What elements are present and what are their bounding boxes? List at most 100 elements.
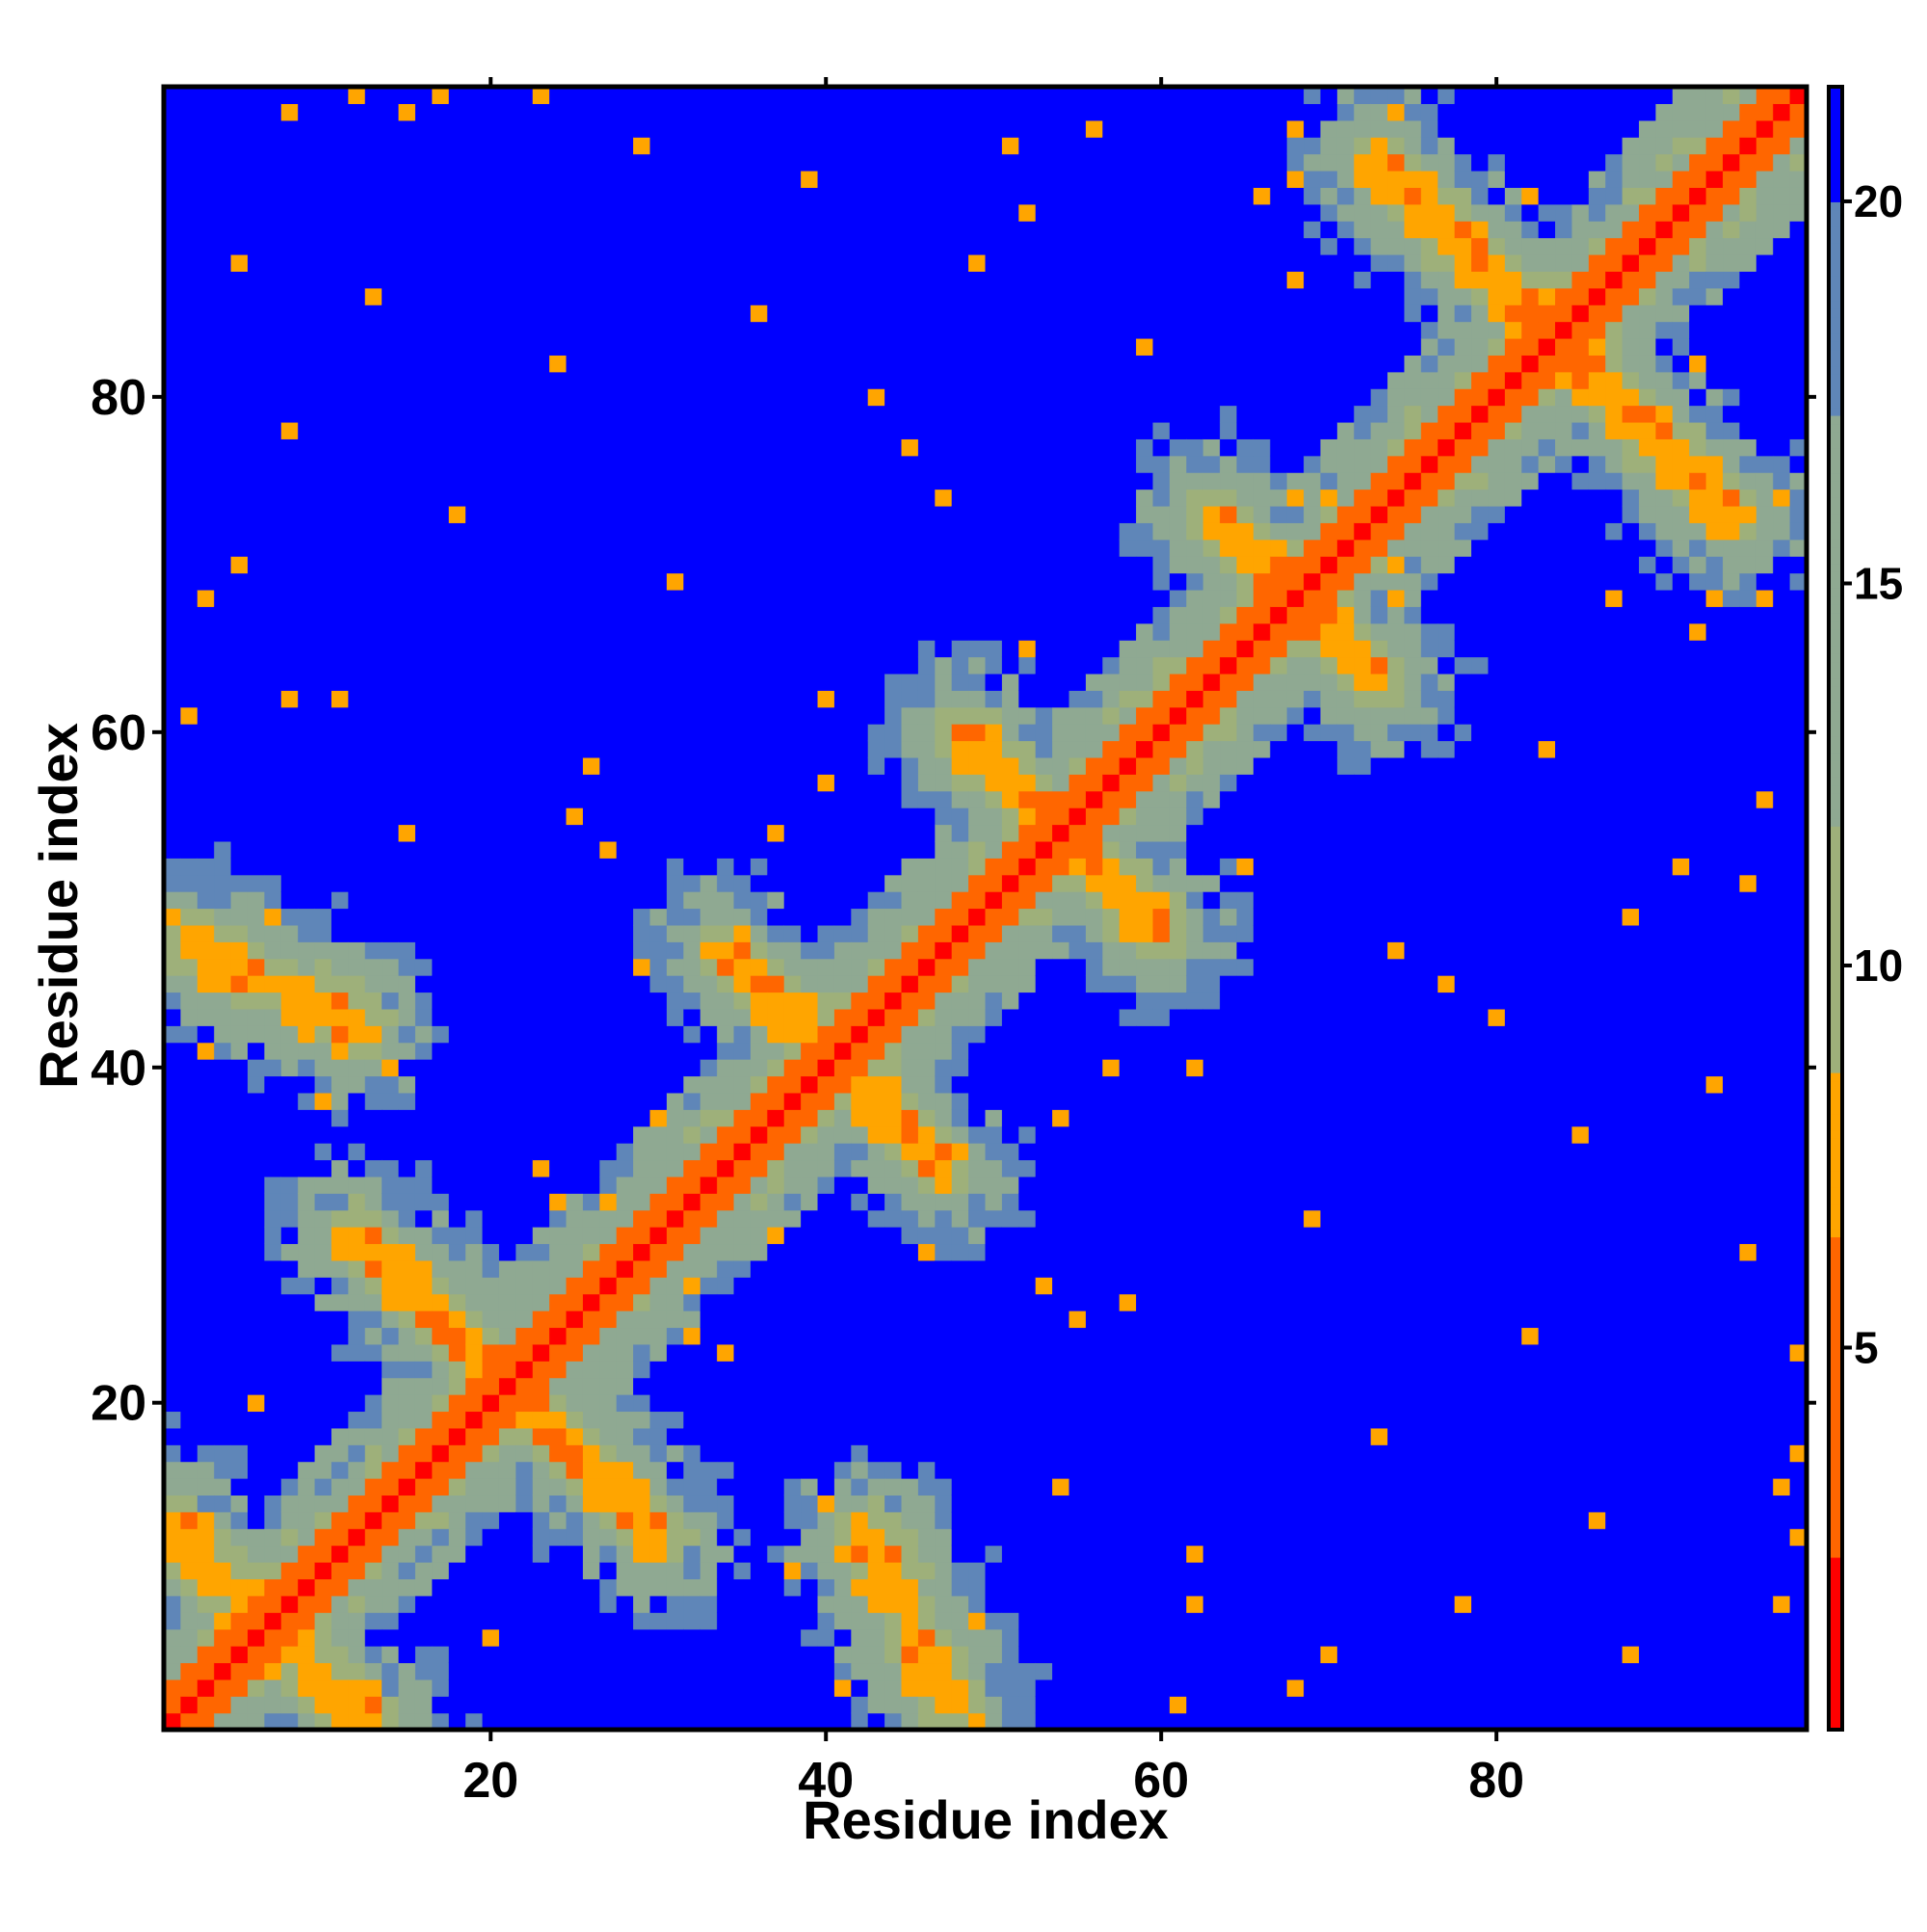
heatmap-cell — [382, 1646, 400, 1664]
heatmap-cell — [616, 690, 634, 708]
heatmap-cell — [985, 874, 1003, 892]
heatmap-cell — [482, 992, 500, 1010]
heatmap-cell — [448, 203, 466, 222]
heatmap-cell — [783, 371, 802, 389]
heatmap-cell — [314, 1025, 332, 1044]
heatmap-cell — [482, 1059, 500, 1077]
heatmap-cell — [633, 975, 651, 993]
heatmap-cell — [164, 1310, 181, 1329]
heatmap-cell — [717, 1511, 735, 1529]
heatmap-cell — [532, 1243, 550, 1261]
heatmap-cell — [750, 1227, 768, 1245]
heatmap-cell — [566, 975, 584, 993]
heatmap-cell — [214, 539, 232, 557]
heatmap-cell — [833, 740, 852, 758]
heatmap-cell — [633, 539, 651, 557]
heatmap-cell — [382, 1444, 400, 1463]
heatmap-cell — [683, 706, 701, 725]
heatmap-cell — [582, 1176, 600, 1194]
heatmap-cell — [465, 1628, 484, 1647]
heatmap-cell — [851, 1361, 869, 1379]
heatmap-cell — [700, 87, 718, 104]
heatmap-cell — [414, 355, 433, 373]
heatmap-cell — [767, 1209, 785, 1228]
heatmap-cell — [230, 1528, 249, 1547]
heatmap-cell — [230, 237, 249, 255]
heatmap-cell — [599, 1662, 618, 1681]
heatmap-cell — [599, 1595, 618, 1613]
heatmap-cell — [582, 103, 600, 121]
heatmap-cell — [414, 371, 433, 389]
heatmap-cell — [884, 539, 903, 557]
heatmap-cell — [330, 975, 349, 993]
heatmap-cell — [364, 1310, 383, 1329]
heatmap-cell — [247, 1259, 265, 1278]
heatmap-cell — [935, 1444, 953, 1463]
heatmap-cell — [330, 1528, 349, 1547]
heatmap-cell — [935, 170, 953, 188]
heatmap-cell — [214, 355, 232, 373]
heatmap-cell — [884, 438, 903, 457]
heatmap-cell — [280, 1227, 299, 1245]
heatmap-cell — [298, 321, 316, 339]
heatmap-cell — [750, 1646, 768, 1664]
heatmap-cell — [330, 1343, 349, 1362]
heatmap-cell — [515, 690, 534, 708]
heatmap-cell — [549, 505, 568, 523]
heatmap-cell — [348, 1310, 366, 1329]
heatmap-cell — [498, 606, 516, 624]
heatmap-cell — [767, 673, 785, 691]
heatmap-cell — [717, 1712, 735, 1731]
heatmap-cell — [582, 321, 600, 339]
heatmap-cell — [817, 221, 835, 239]
heatmap-cell — [851, 1059, 869, 1077]
heatmap-cell — [767, 824, 785, 842]
heatmap-cell — [1001, 1042, 1019, 1060]
heatmap-cell — [230, 1277, 249, 1295]
heatmap-cell — [733, 287, 752, 305]
heatmap-cell — [214, 1528, 232, 1547]
heatmap-cell — [801, 1461, 819, 1479]
heatmap-cell — [348, 170, 366, 188]
heatmap-cell — [264, 1495, 282, 1513]
heatmap-cell — [1001, 1495, 1019, 1513]
heatmap-cell — [448, 1176, 466, 1194]
heatmap-cell — [884, 153, 903, 172]
heatmap-cell — [901, 1092, 919, 1110]
heatmap-cell — [666, 1310, 684, 1329]
heatmap-cell — [901, 1628, 919, 1647]
heatmap-cell — [398, 203, 416, 222]
heatmap-cell — [1001, 355, 1019, 373]
heatmap-cell — [382, 1545, 400, 1563]
heatmap-cell — [465, 941, 484, 960]
heatmap-cell — [230, 489, 249, 507]
heatmap-cell — [398, 170, 416, 188]
heatmap-cell — [817, 287, 835, 305]
heatmap-cell — [515, 1361, 534, 1379]
heatmap-cell — [683, 589, 701, 607]
heatmap-cell — [917, 1595, 936, 1613]
heatmap-cell — [515, 203, 534, 222]
heatmap-cell — [901, 1562, 919, 1580]
heatmap-cell — [582, 304, 600, 323]
heatmap-cell — [582, 505, 600, 523]
heatmap-cell — [180, 1595, 198, 1613]
heatmap-cell — [801, 958, 819, 976]
heatmap-cell — [465, 203, 484, 222]
heatmap-cell — [515, 891, 534, 910]
heatmap-cell — [901, 187, 919, 205]
heatmap-cell — [767, 221, 785, 239]
heatmap-cell — [314, 1277, 332, 1295]
heatmap-cell — [649, 539, 668, 557]
heatmap-cell — [298, 824, 316, 842]
heatmap-cell — [851, 119, 869, 138]
heatmap-cell — [599, 924, 618, 942]
heatmap-cell — [750, 187, 768, 205]
heatmap-cell — [482, 287, 500, 305]
heatmap-cell — [230, 1361, 249, 1379]
heatmap-cell — [649, 1562, 668, 1580]
heatmap-cell — [833, 1361, 852, 1379]
heatmap-cell — [750, 606, 768, 624]
heatmap-cell — [164, 1075, 181, 1094]
heatmap-cell — [330, 1143, 349, 1161]
